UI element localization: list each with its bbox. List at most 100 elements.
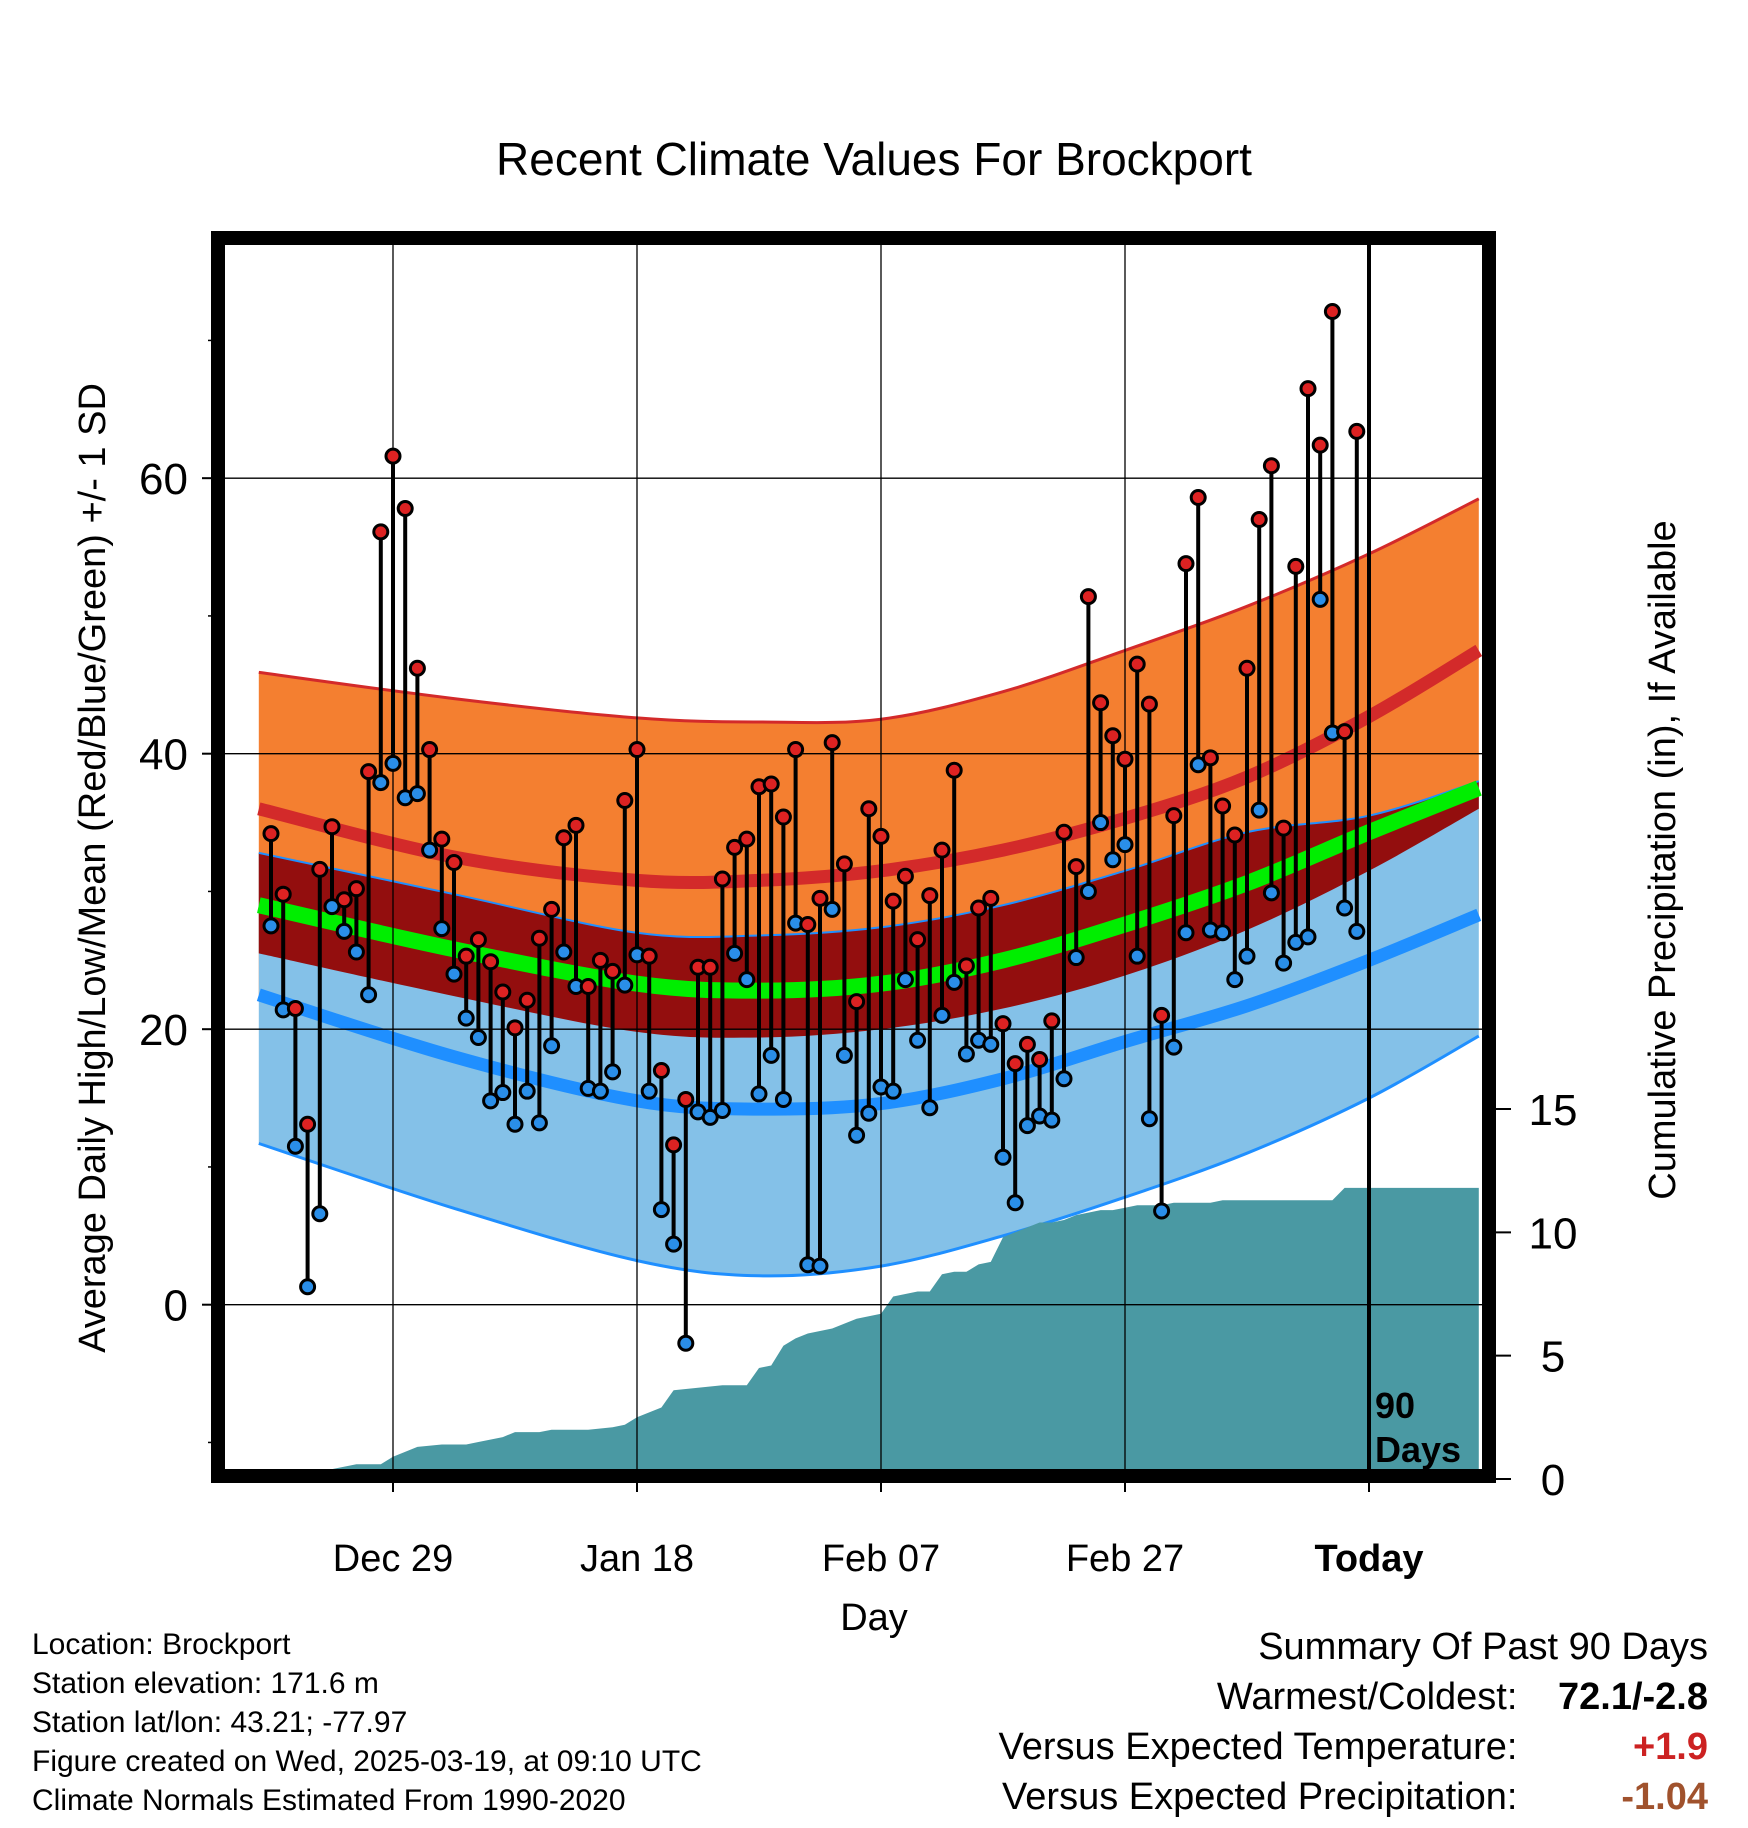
daily-low-point — [909, 1031, 927, 1049]
daily-low-point — [433, 920, 451, 938]
daily-high-point — [1092, 694, 1110, 712]
daily-low-point — [1311, 590, 1329, 608]
daily-high-point — [1128, 655, 1146, 673]
daily-high-point — [1275, 819, 1293, 837]
daily-high-point — [774, 808, 792, 826]
y-right-tick-label: 5 — [1541, 1333, 1565, 1382]
daily-high-point — [1323, 302, 1341, 320]
dev-precip-row: Versus Expected Precipitation: -1.04 — [999, 1772, 1708, 1822]
latlon-text: Station lat/lon: 43.21; -77.97 — [32, 1706, 408, 1739]
daily-high-point — [1226, 826, 1244, 844]
daily-high-point — [372, 523, 390, 541]
daily-low-point — [335, 922, 353, 940]
daily-low-point — [1226, 971, 1244, 989]
daily-high-point — [726, 838, 744, 856]
daily-high-point — [665, 1136, 683, 1154]
daily-high-point — [469, 931, 487, 949]
daily-high-point — [1165, 807, 1183, 825]
daily-low-point — [445, 965, 463, 983]
daily-low-point — [762, 1046, 780, 1064]
daily-low-point — [726, 944, 744, 962]
daily-low-point — [921, 1099, 939, 1117]
daily-low-point — [604, 1063, 622, 1081]
y-right-tick-label: 15 — [1529, 1086, 1578, 1135]
y-right-tick-label: 10 — [1529, 1209, 1578, 1258]
daily-low-point — [957, 1045, 975, 1063]
daily-high-point — [1031, 1050, 1049, 1068]
daily-high-point — [1214, 797, 1232, 815]
daily-high-point — [1348, 422, 1366, 440]
daily-low-point — [835, 1046, 853, 1064]
daily-low-point — [347, 943, 365, 961]
daily-low-point — [896, 971, 914, 989]
daily-low-point — [360, 986, 378, 1004]
daily-high-point — [433, 830, 451, 848]
today-marker-label: 90 — [1375, 1385, 1415, 1426]
daily-low-point — [1153, 1202, 1171, 1220]
daily-high-point — [1177, 555, 1195, 573]
daily-low-point — [945, 973, 963, 991]
low-sd-band — [258, 914, 1479, 1276]
daily-high-point — [1299, 380, 1317, 398]
daily-high-point — [1140, 695, 1158, 713]
daily-high-point — [994, 1015, 1012, 1033]
daily-high-point — [787, 741, 805, 759]
daily-high-point — [945, 761, 963, 779]
x-tick-label: Feb 27 — [1066, 1538, 1184, 1580]
daily-high-point — [884, 892, 902, 910]
daily-low-point — [701, 1108, 719, 1126]
daily-low-point — [1128, 947, 1146, 965]
daily-high-point — [799, 915, 817, 933]
daily-low-point — [1092, 814, 1110, 832]
daily-high-point — [713, 870, 731, 888]
daily-high-point — [921, 887, 939, 905]
daily-low-point — [421, 841, 439, 859]
daily-high-point — [1336, 723, 1354, 741]
dev-temp-value: +1.9 — [1632, 1726, 1708, 1768]
daily-low-point — [1079, 882, 1097, 900]
daily-high-point — [567, 816, 585, 834]
daily-high-point — [677, 1090, 695, 1108]
daily-high-point — [494, 983, 512, 1001]
daily-high-point — [1116, 750, 1134, 768]
dev-precip-value: -1.04 — [1621, 1776, 1708, 1818]
daily-high-point — [396, 499, 414, 517]
daily-high-point — [604, 962, 622, 980]
plot-area — [224, 244, 1483, 1470]
daily-high-point — [860, 800, 878, 818]
daily-low-point — [1299, 928, 1317, 946]
daily-high-point — [518, 991, 536, 1009]
daily-low-point — [1006, 1194, 1024, 1212]
daily-low-point — [1262, 884, 1280, 902]
daily-low-point — [1140, 1110, 1158, 1128]
daily-high-point — [506, 1019, 524, 1037]
daily-low-point — [1348, 922, 1366, 940]
station-info: Location: Brockport Station elevation: 1… — [32, 1625, 702, 1820]
high-sd-band — [258, 498, 1479, 883]
daily-high-point — [896, 867, 914, 885]
dev-temp-label: Versus Expected Temperature: — [998, 1726, 1518, 1768]
daily-high-point — [848, 993, 866, 1011]
daily-low-point — [640, 1082, 658, 1100]
daily-high-point — [909, 931, 927, 949]
daily-high-point — [274, 885, 292, 903]
daily-high-point — [628, 741, 646, 759]
daily-low-point — [323, 898, 341, 916]
daily-high-point — [823, 734, 841, 752]
daily-high-point — [384, 447, 402, 465]
daily-high-point — [335, 891, 353, 909]
daily-low-point — [311, 1205, 329, 1223]
daily-high-point — [652, 1062, 670, 1080]
y-axis-right-label: Cumulative Precipitation (in), If Availa… — [1642, 520, 1684, 1199]
daily-high-point — [1104, 727, 1122, 745]
low-minus-sd-line — [258, 1034, 1480, 1278]
daily-high-point — [1287, 557, 1305, 575]
location-text: Location: Brockport — [32, 1628, 291, 1661]
today-marker-label: Days — [1375, 1429, 1461, 1470]
normals-text: Climate Normals Estimated From 1990-2020 — [32, 1784, 626, 1817]
dev-precip-label: Versus Expected Precipitation: — [1002, 1776, 1518, 1818]
daily-high-point — [311, 860, 329, 878]
created-text: Figure created on Wed, 2025-03-19, at 09… — [32, 1745, 702, 1778]
daily-low-point — [555, 943, 573, 961]
